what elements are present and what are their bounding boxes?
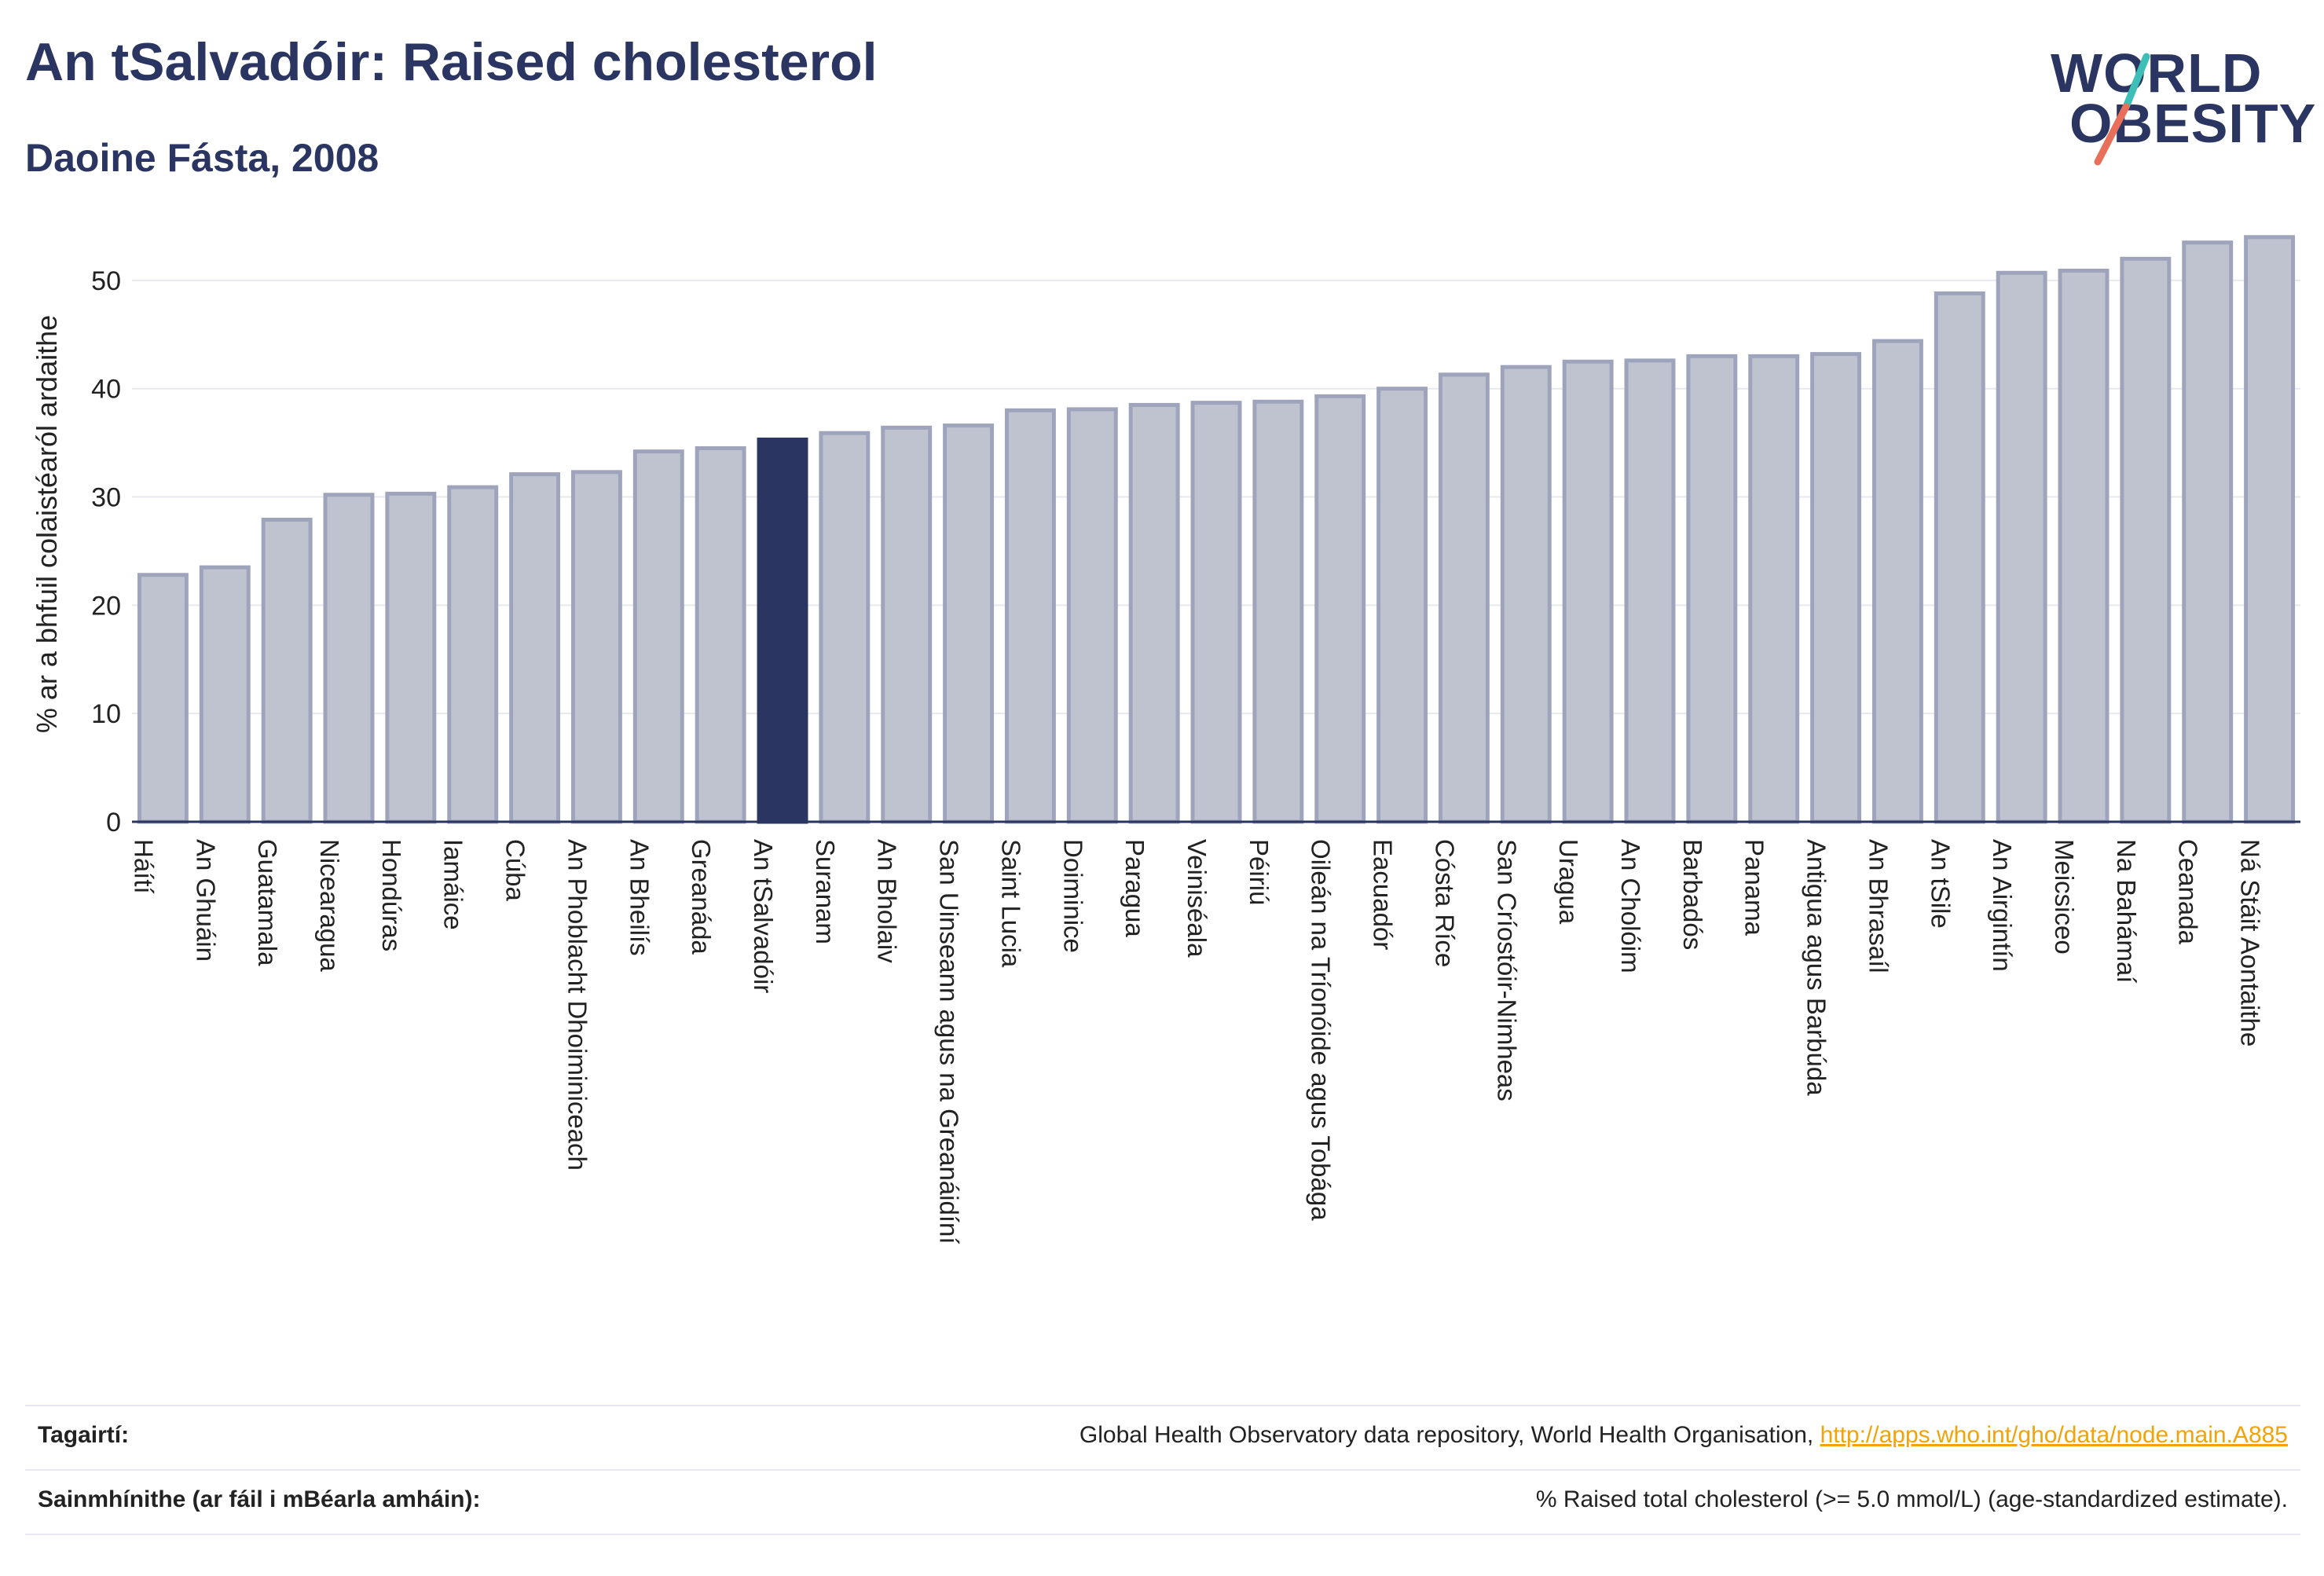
x-tick-label: Greanáda [687,839,716,955]
bar[interactable] [1624,358,1676,824]
bar[interactable] [1810,352,1862,824]
y-axis-label: % ar a bhfuil colaistéaról ardaithe [31,315,63,733]
x-tick-label: Ná Stáit Aontaithe [2236,839,2265,1046]
bar-highlighted[interactable] [757,438,808,824]
x-tick-label: Saint Lucia [996,839,1025,968]
x-tick-label: An Phoblacht Dhoiminiceach [563,839,592,1171]
logo-slash-icon [2094,53,2150,166]
x-tick-label: Doiminice [1058,839,1087,953]
bar[interactable] [1066,407,1118,824]
chart-subtitle: Daoine Fásta, 2008 [25,136,379,180]
x-tick-label: An Airgintín [1988,839,2017,972]
bar[interactable] [1686,354,1738,824]
x-tick-label: Háítí [129,839,158,894]
x-tick-label: Ceanada [2174,839,2203,945]
y-tick-label: 10 [91,699,121,729]
x-tick-label: Panama [1740,839,1769,936]
x-tick-label: An Bholaiv [873,839,902,963]
x-tick-label: Paragua [1120,839,1149,937]
references-label: Tagairtí: [38,1422,130,1448]
x-tick-label: Eacuadór [1369,839,1398,950]
bar[interactable] [1376,387,1428,824]
x-tick-label: Guatamala [253,839,282,966]
x-tick-label: An tSile [1926,839,1955,929]
bars [137,235,2296,824]
footer-divider-bottom [25,1534,2300,1535]
footer-divider-top [25,1405,2300,1406]
y-tick-label: 0 [106,808,121,837]
references-row: Tagairtí: Global Health Observatory data… [25,1422,2300,1460]
footer-divider-middle [25,1469,2300,1471]
bar[interactable] [881,425,933,824]
bar[interactable] [1748,354,1800,824]
bar[interactable] [323,493,375,824]
references-link[interactable]: http://apps.who.int/gho/data/node.main.A… [1820,1422,2288,1448]
bar[interactable] [943,423,995,824]
definitions-value: % Raised total cholesterol (>= 5.0 mmol/… [1535,1486,2288,1512]
bar[interactable] [632,449,684,824]
x-tick-label: San Uinseann agus na Greanáidíní [935,839,964,1244]
definitions-label: Sainmhínithe (ar fáil i mBéarla amháin): [38,1486,481,1512]
x-tick-label: An Bhrasaíl [1864,839,1893,973]
y-tick-label: 20 [91,591,121,621]
references-value: Global Health Observatory data repositor… [1080,1422,2288,1449]
x-tick-label: Uragua [1554,839,1583,925]
y-tick-label: 30 [91,483,121,513]
bar-chart: 0 10 20 30 40 50 Háítí An Ghuáin Guatamala Nicea… [31,235,2300,1244]
x-tick-label: Na Bahámaí [2112,839,2141,983]
x-tick-label: Suranam [811,839,840,944]
x-tick-label: Péiriú [1244,839,1274,905]
bar[interactable] [447,485,499,824]
x-tick-label: Veiniséala [1182,839,1211,958]
x-tick-label: Meicsiceo [2050,839,2079,955]
bar[interactable] [2058,269,2110,824]
x-tick-labels: Háítí An Ghuáin Guatamala Nicearagua Hondúra… [129,839,2264,1244]
bar[interactable] [1004,408,1056,824]
bar[interactable] [261,517,313,824]
bar[interactable] [1871,339,1923,824]
bar[interactable] [2244,235,2296,824]
bar[interactable] [1934,291,1985,824]
bar[interactable] [695,446,746,824]
bar[interactable] [1252,399,1304,824]
bar[interactable] [1996,270,2047,824]
y-tick-label: 50 [91,266,121,296]
bar[interactable] [509,472,561,824]
logo-line-1: WORLD [2051,42,2263,104]
bar[interactable] [137,573,189,824]
x-tick-label: Cósta Ríce [1430,839,1459,967]
x-tick-label: An Ghuáin [191,839,220,962]
y-tick-labels: 0 10 20 30 40 50 [91,266,121,837]
definitions-row: Sainmhínithe (ar fáil i mBéarla amháin):… [25,1486,2300,1524]
world-obesity-logo[interactable]: WORLD OBESITY [2051,35,2315,168]
x-tick-label: Oileán na Tríonóide agus Tobága [1307,839,1336,1221]
bar[interactable] [1128,402,1180,824]
chart-title: An tSalvadóir: Raised cholesterol [25,32,878,92]
bar[interactable] [199,565,251,824]
bar[interactable] [385,491,437,824]
x-tick-label: Barbadós [1678,839,1707,950]
x-tick-label: An Bheilís [625,839,654,956]
bar[interactable] [1500,365,1552,824]
x-tick-label: Antigua agus Barbúda [1802,839,1831,1096]
bar[interactable] [2120,256,2172,824]
bar[interactable] [1190,401,1242,824]
bar[interactable] [1314,394,1366,824]
x-tick-label: An Cholóim [1616,839,1645,973]
y-tick-label: 40 [91,375,121,405]
x-tick-label: Cúba [501,839,530,902]
x-tick-label: Iamáice [439,839,468,930]
bar[interactable] [1438,372,1490,824]
x-tick-label: An tSalvadóir [749,839,778,993]
x-tick-label: Nicearagua [315,839,344,972]
x-tick-label: Hondúras [377,839,406,951]
bar[interactable] [1562,359,1614,824]
x-tick-label: San Críostóir-Nimheas [1492,839,1521,1101]
bar[interactable] [2182,240,2234,824]
references-text: Global Health Observatory data repositor… [1079,1422,1820,1448]
bar[interactable] [570,470,622,824]
bar[interactable] [819,431,871,824]
